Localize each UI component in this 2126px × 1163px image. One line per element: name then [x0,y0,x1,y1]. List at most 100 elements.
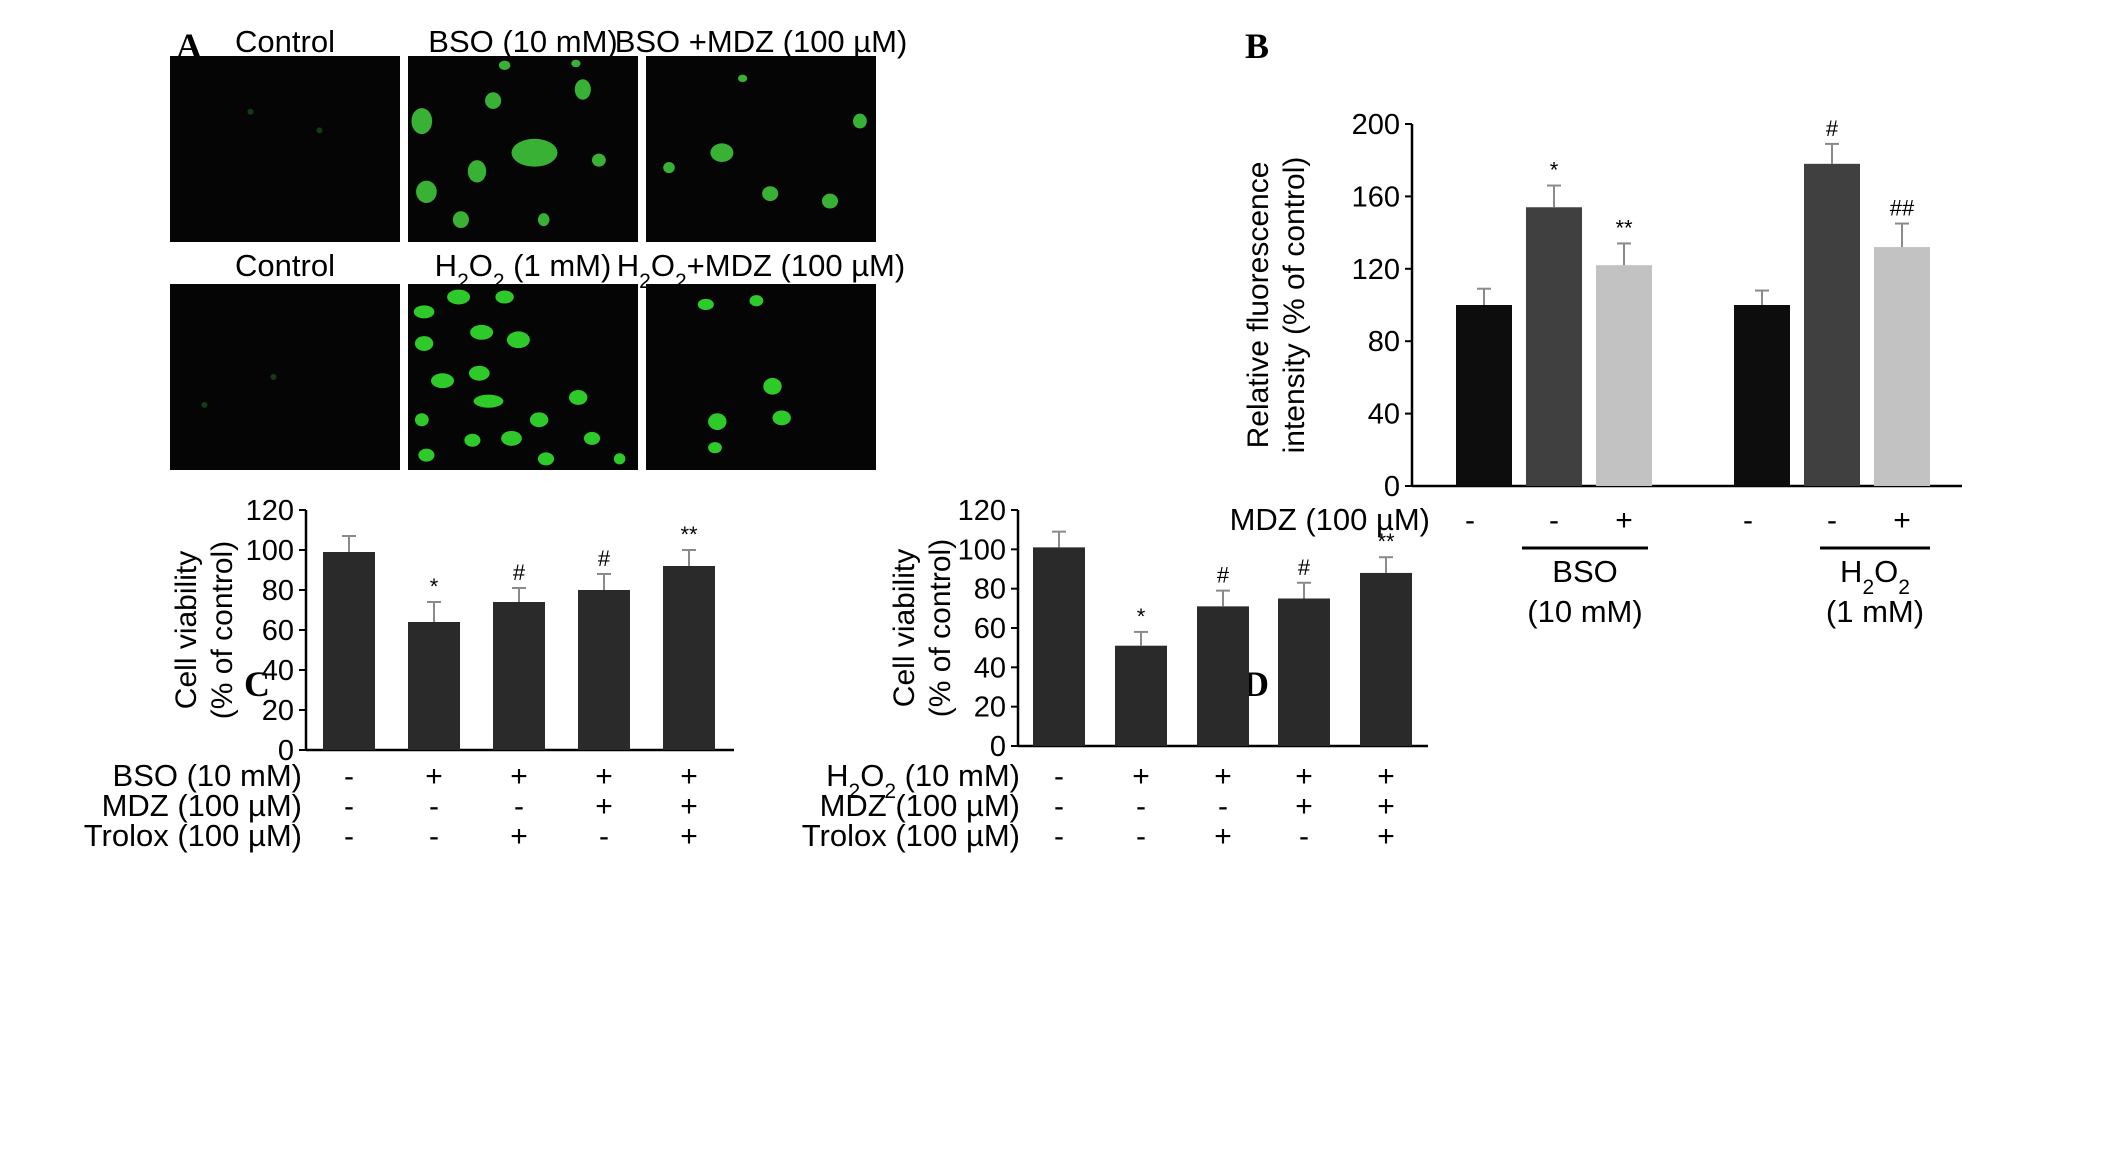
row-label: MDZ (100 µM) [1230,502,1430,537]
significance-mark: ** [1377,529,1395,554]
group-label-dose: (10 mM) [1527,594,1642,629]
fluorescent-cell [583,431,601,445]
treatment-marker: - [1136,790,1146,823]
fluorescent-cell [501,430,522,446]
treatment-marker: + [680,790,698,823]
bar [1033,547,1085,746]
micrograph-frame [646,56,876,242]
fluorescent-cell [467,160,487,183]
fluorescent-cell [663,162,675,174]
fluorescent-cell [762,186,779,202]
treatment-marker: + [595,790,613,823]
fluorescent-cell [473,394,504,408]
row-label: Trolox (100 µM) [84,818,302,853]
treatment-marker: - [1465,504,1475,537]
panel-a-micrographs: Control BSO (10 mM)BSO +MDZ (100 µM) Contr… [170,24,907,470]
bar [1115,645,1167,746]
panel-letter-c: C [244,664,270,704]
fluorescent-cell [853,113,867,129]
fluorescent-cell [511,138,558,167]
y-tick-label: 20 [262,695,294,727]
bar [323,552,375,750]
row-label: MDZ (100 µM) [102,788,302,823]
treatment-marker: + [510,760,528,793]
fluorescent-cell [506,331,530,349]
fluorescent-cell [447,289,471,305]
treatment-marker: + [1295,760,1313,793]
bar [1596,265,1652,486]
fluorescent-cell [529,412,549,428]
significance-mark: # [598,546,611,571]
panel-d-chart: 0 20 40 60 80 100 120 Cell viability (% of contr… [802,495,1428,853]
treatment-marker: + [1214,760,1232,793]
treatment-marker: - [344,790,354,823]
fluorescent-cell [495,290,514,304]
micrograph-frame [646,284,876,470]
fluorescent-cell [411,108,433,135]
treatment-marker: - [1299,820,1309,853]
fluorescent-cell [537,213,550,227]
fluorescent-cell [498,60,511,70]
treatment-marker: + [680,820,698,853]
y-tick-label: 60 [974,613,1006,645]
fluorescent-cell [592,153,606,167]
treatment-marker: + [595,760,613,793]
y-tick-label: 80 [1368,326,1400,358]
micrograph-title: BSO +MDZ (100 µM) [615,24,908,59]
y-tick-label: 120 [1352,254,1400,286]
y-tick-label: 60 [262,615,294,647]
micrograph-title: H2O2 (1 mM) [435,248,612,293]
group-label: BSO [1552,554,1617,589]
treatment-marker: + [1377,820,1395,853]
fluorescent-cell [485,92,502,110]
treatment-marker: + [1132,760,1150,793]
significance-mark: # [1217,563,1230,588]
bar [1278,598,1330,746]
fluorescent-cell [571,59,581,68]
row-label: MDZ (100 µM) [820,788,1020,823]
bar [1804,163,1860,486]
fluorescent-cell [569,390,588,405]
bar [493,602,545,750]
y-tick-label: 200 [1352,109,1400,141]
group-label-dose: (1 mM) [1826,594,1924,629]
bar [1874,247,1930,486]
faint-speck [247,108,254,115]
bar [408,622,460,750]
bar [1734,305,1790,486]
fluorescent-cell [416,180,437,203]
fluorescent-cell [821,193,839,209]
y-tick-label: 80 [974,574,1006,606]
significance-mark: # [513,560,526,585]
row-label: BSO (10 mM) [113,758,302,793]
faint-speck [201,401,208,408]
y-tick-label: 100 [958,534,1006,566]
treatment-marker: - [344,760,354,793]
y-axis-label: (% of control) [206,541,239,719]
y-tick-label: 20 [974,692,1006,724]
fluorescent-cell [413,305,435,319]
fluorescent-cell [708,413,727,431]
row-label: H2O2 (10 mM) [826,758,1020,803]
bar [663,566,715,750]
panel-b-chart: 0 40 80 120 160 200 Relative fluorescence inten… [1230,109,1962,629]
micrograph-frame [170,284,400,470]
y-tick-label: 40 [262,655,294,687]
treatment-marker: + [1377,760,1395,793]
treatment-marker: - [1549,504,1559,537]
treatment-marker: - [429,820,439,853]
bar [1456,305,1512,486]
panel-letter-b: B [1245,26,1269,66]
treatment-marker: - [344,820,354,853]
row-label: Trolox (100 µM) [802,818,1020,853]
fluorescent-cell [431,373,454,389]
y-tick-label: 0 [278,735,294,767]
y-axis-label: Relative fluorescence [1242,162,1275,449]
bar [578,590,630,750]
treatment-marker: - [1054,790,1064,823]
y-tick-label: 100 [246,535,294,567]
treatment-marker: - [1054,760,1064,793]
treatment-marker: - [599,820,609,853]
fluorescent-cell [738,74,748,83]
